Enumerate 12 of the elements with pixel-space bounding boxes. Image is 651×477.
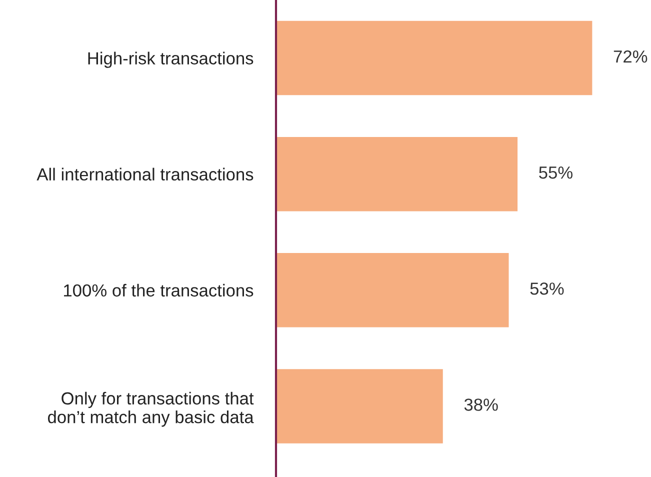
data-label: 38% bbox=[464, 398, 498, 411]
bar bbox=[276, 20, 592, 96]
y-tick-label: Only for transactions that don’t match any basic data bbox=[48, 392, 254, 427]
data-label: 55% bbox=[539, 166, 572, 179]
y-tick-label: All international transactions bbox=[36, 168, 254, 181]
bar bbox=[276, 136, 518, 212]
bar bbox=[276, 253, 509, 328]
y-tick-label: 100% of the transactions bbox=[64, 284, 254, 297]
data-label: 53% bbox=[530, 282, 564, 295]
y-tick-label: High-risk transactions bbox=[88, 52, 254, 68]
data-label: 72% bbox=[614, 50, 648, 63]
bar bbox=[276, 369, 443, 444]
